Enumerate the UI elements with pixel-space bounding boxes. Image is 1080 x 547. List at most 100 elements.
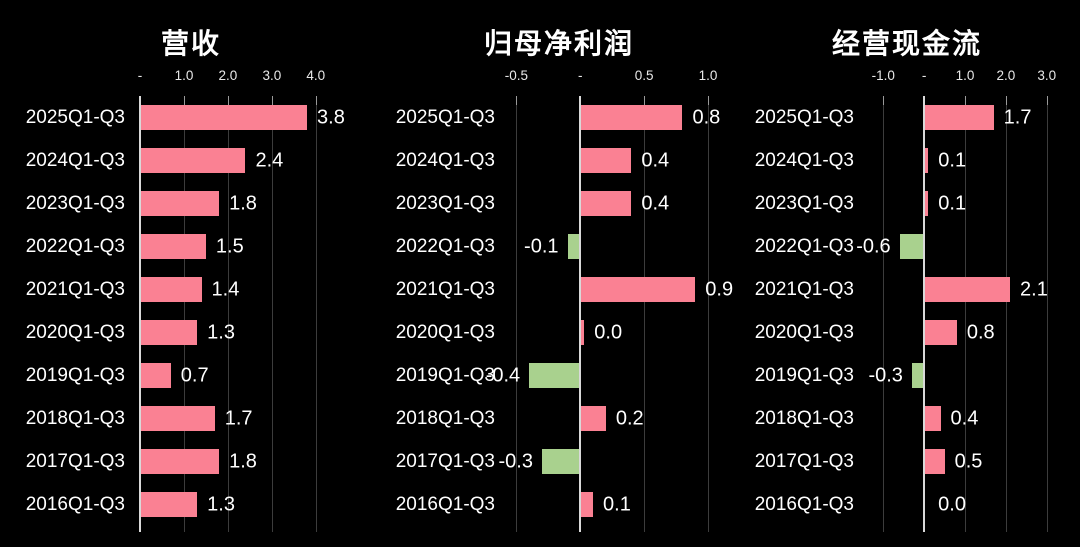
chart-row: 2025Q1-Q3 1.7: [755, 96, 1055, 139]
category-label: 2025Q1-Q3: [754, 106, 854, 128]
plot-area: 2025Q1-Q3 3.8 2024Q1-Q3 2.4 2023Q1-Q3 1.8 2022…: [26, 96, 345, 532]
axis-tickmark: [644, 96, 645, 105]
value-label: 1.7: [224, 407, 253, 429]
category-label: 2023Q1-Q3: [25, 192, 125, 214]
value-label: -0.1: [524, 235, 559, 257]
axis-tick-label: 1.0: [174, 68, 194, 83]
category-label: 2019Q1-Q3: [25, 364, 125, 386]
bar-positive: [140, 191, 220, 216]
axis-tickmark: [316, 96, 317, 105]
value-label: -0.3: [868, 364, 903, 386]
axis-tick-label: -1.0: [871, 68, 895, 83]
value-label: 1.4: [211, 278, 240, 300]
chart-row: 2020Q1-Q3 0.8: [755, 311, 1055, 354]
bar-positive: [140, 363, 171, 388]
plot-area: 2025Q1-Q3 1.7 2024Q1-Q3 0.1 2023Q1-Q3 0.1 2022…: [755, 96, 1055, 532]
chart-row: 2018Q1-Q3 0.2: [396, 397, 740, 440]
category-label: 2017Q1-Q3: [395, 450, 495, 472]
chart-title-net-profit: 归母净利润: [483, 28, 634, 59]
value-label: 3.8: [317, 106, 345, 128]
value-label: 0.8: [966, 321, 995, 343]
axis-tickmark: [965, 96, 966, 105]
category-label: 2022Q1-Q3: [395, 235, 495, 257]
chart-row: 2023Q1-Q3 1.8: [26, 182, 340, 225]
chart-rows: 2025Q1-Q3 3.8 2024Q1-Q3 2.4 2023Q1-Q3 1.8 2022…: [26, 96, 345, 526]
bar-positive: [140, 105, 308, 130]
bar-positive: [924, 449, 945, 474]
x-axis-ticks: -1.0-1.0 2.0 3.0: [869, 66, 1057, 86]
value-label: 0.4: [950, 407, 979, 429]
gridline: [1006, 96, 1007, 532]
axis-tickmark: [708, 96, 709, 105]
value-label: 0.8: [692, 106, 721, 128]
chart-row: 2022Q1-Q3 -0.1: [396, 225, 740, 268]
bar-negative: [899, 234, 925, 259]
value-label: 0.0: [938, 493, 966, 515]
chart-row: 2024Q1-Q3 2.4: [26, 139, 340, 182]
bar-positive: [580, 148, 632, 173]
gridline: [965, 96, 966, 532]
category-label: 2016Q1-Q3: [754, 493, 854, 515]
value-label: 1.3: [207, 321, 235, 343]
value-label: 1.3: [207, 493, 235, 515]
chart-row: 2022Q1-Q3 1.5: [26, 225, 340, 268]
category-label: 2021Q1-Q3: [25, 278, 125, 300]
value-label: 0.1: [938, 192, 967, 214]
category-label: 2017Q1-Q3: [25, 450, 125, 472]
chart-row: 2016Q1-Q3 0.0: [755, 483, 1055, 526]
value-label: 1.5: [215, 235, 244, 257]
category-label: 2018Q1-Q3: [25, 407, 125, 429]
value-label: 0.4: [641, 149, 670, 171]
category-label: 2025Q1-Q3: [395, 106, 495, 128]
axis-tick-label: -: [578, 68, 583, 83]
value-label: 0.4: [641, 192, 670, 214]
axis-tick-label: -: [137, 68, 143, 83]
category-label: 2023Q1-Q3: [754, 192, 854, 214]
axis-tick-label: 3.0: [262, 68, 282, 83]
zero-axis-line: [139, 96, 141, 532]
bar-positive: [140, 449, 220, 474]
chart-title-operating-cash-flow: 经营现金流: [831, 28, 982, 59]
value-label: -0.4: [485, 364, 521, 386]
value-label: 0.5: [954, 450, 983, 472]
gridline: [272, 96, 273, 532]
value-label: 0.1: [938, 149, 967, 171]
chart-row: 2024Q1-Q3 0.4: [396, 139, 740, 182]
x-axis-ticks: -0.5-0.5 1.0: [505, 66, 740, 86]
axis-tickmark: [883, 96, 884, 105]
category-label: 2025Q1-Q3: [25, 106, 125, 128]
chart-row: 2021Q1-Q3 0.9: [396, 268, 740, 311]
chart-row: 2018Q1-Q3 0.4: [755, 397, 1055, 440]
bar-positive: [924, 105, 994, 130]
axis-tickmark: [1006, 96, 1007, 105]
chart-row: 2019Q1-Q3 -0.4: [396, 354, 740, 397]
axis-tickmark: [1047, 96, 1048, 105]
value-label: -0.6: [856, 235, 891, 257]
axis-tickmark: [228, 96, 229, 105]
category-label: 2024Q1-Q3: [395, 149, 495, 171]
gridline: [316, 96, 317, 532]
chart-title-revenue: 营收: [160, 28, 221, 59]
bar-positive: [140, 148, 246, 173]
chart-row: 2016Q1-Q3 0.1: [396, 483, 740, 526]
bar-positive: [580, 492, 594, 517]
axis-tick-label: -0.5: [504, 68, 529, 83]
bar-negative: [541, 449, 581, 474]
chart-row: 2018Q1-Q3 1.7: [26, 397, 340, 440]
chart-row: 2019Q1-Q3 0.7: [26, 354, 340, 397]
gridline: [708, 96, 709, 532]
value-label: 0.2: [615, 407, 644, 429]
bar-negative: [567, 234, 581, 259]
bar-positive: [924, 191, 929, 216]
bar-positive: [924, 277, 1011, 302]
axis-tick-label: 1.0: [698, 68, 718, 83]
chart-row: 2024Q1-Q3 0.1: [755, 139, 1055, 182]
bar-positive: [580, 406, 606, 431]
category-label: 2020Q1-Q3: [395, 321, 495, 343]
value-label: 0.1: [603, 493, 631, 515]
bar-negative: [911, 363, 925, 388]
axis-tick-label: 3.0: [1037, 68, 1057, 83]
chart-row: 2025Q1-Q3 0.8: [396, 96, 740, 139]
category-label: 2020Q1-Q3: [754, 321, 854, 343]
bar-positive: [924, 148, 929, 173]
